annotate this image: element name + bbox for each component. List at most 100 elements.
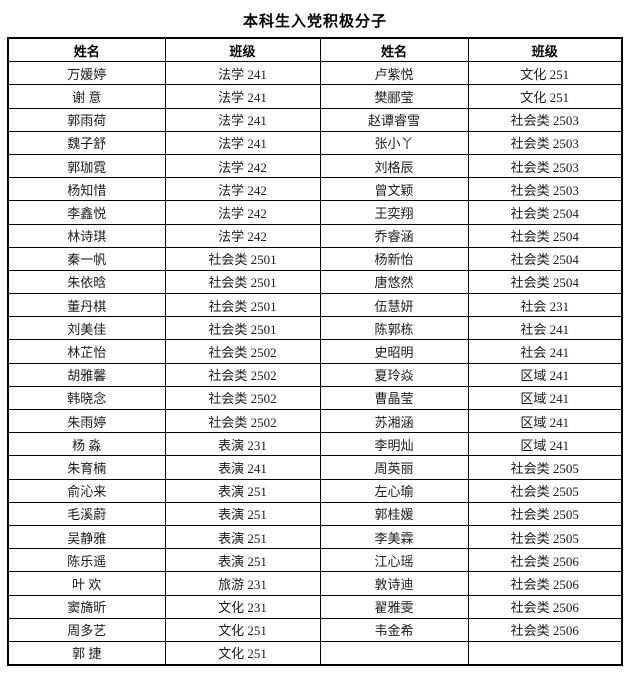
- class-cell: 表演 251: [164, 548, 321, 573]
- name-cell: 俞沁来: [7, 478, 166, 503]
- name-cell: 周英丽: [319, 455, 469, 480]
- class-cell: 社会 241: [467, 316, 623, 341]
- table-row: 郭 捷文化 251: [7, 640, 623, 666]
- name-cell: 敦诗迪: [319, 571, 469, 596]
- class-cell: 社会类 2503: [467, 130, 623, 155]
- class-cell: 区域 241: [467, 408, 623, 434]
- name-cell: 张小丫: [319, 130, 469, 155]
- class-cell: 社会类 2501: [164, 246, 321, 271]
- name-cell: 樊郦莹: [319, 84, 469, 109]
- table-row: 杨知惜 法学 242 曾文颖 社会类 2503: [7, 177, 623, 202]
- table-row: 周多艺 文化 251 韦金希 社会类 2506: [7, 617, 623, 642]
- class-cell: 法学 241: [164, 130, 321, 155]
- name-cell: 魏子舒: [7, 130, 166, 155]
- name-cell: 郭雨荷: [7, 107, 166, 132]
- class-cell: 社会类 2504: [467, 246, 623, 271]
- name-cell: 董丹棋: [7, 293, 166, 318]
- class-cell: 旅游 231: [164, 571, 321, 596]
- class-cell: 社会类 2506: [467, 617, 623, 642]
- name-cell: 杨知惜: [7, 177, 166, 202]
- class-cell: 社会类 2504: [467, 200, 623, 225]
- class-cell: 区域 241: [467, 385, 623, 411]
- table-row: 郭珈霓 法学 242 刘格辰 社会类 2503: [7, 153, 623, 179]
- name-cell: 李明灿: [319, 432, 469, 457]
- class-cell: 社会类 2505: [467, 478, 623, 503]
- class-cell: 表演 241: [164, 455, 321, 480]
- class-cell: 社会类 2504: [467, 269, 623, 295]
- class-cell: 表演 251: [164, 524, 321, 550]
- name-cell: 林芷怡: [7, 339, 166, 364]
- name-cell: 苏湘涵: [319, 408, 469, 434]
- table-row: 郭雨荷 法学 241 赵谭睿雪 社会类 2503: [7, 107, 623, 132]
- table-row: 秦一帆 社会类 2501 杨新怡 社会类 2504: [7, 246, 623, 271]
- table-row: 刘美佳 社会类 2501 陈郭栋 社会 241: [7, 316, 623, 341]
- table-row: 韩晓念 社会类 2502 曹晶莹 区域 241: [7, 385, 623, 411]
- name-cell: 夏玲焱: [319, 362, 469, 387]
- class-cell: 社会 231: [467, 293, 623, 318]
- table-row: 李鑫悦 法学 242 王奕翔 社会类 2504: [7, 200, 623, 225]
- name-cell: 翟雅雯: [319, 594, 469, 619]
- name-cell: [319, 640, 469, 666]
- table-body: 万媛婷 法学 241 卢紫悦 文化 251 谢 意法学 241 樊郦莹 文化 251 郭雨荷法…: [7, 61, 623, 666]
- class-cell: 区域 241: [467, 362, 623, 387]
- name-cell: 王奕翔: [319, 200, 469, 225]
- name-cell: 万媛婷: [7, 61, 166, 86]
- class-cell: 社会类 2503: [467, 153, 623, 179]
- class-cell: 表演 251: [164, 501, 321, 526]
- name-cell: 秦一帆: [7, 246, 166, 271]
- class-cell: 法学 242: [164, 223, 321, 248]
- class-cell: 法学 241: [164, 84, 321, 109]
- table-row: 林诗琪 法学 242 乔睿涵 社会类 2504: [7, 223, 623, 248]
- class-cell: 社会类 2506: [467, 594, 623, 619]
- table-row: 董丹棋 社会类 2501 伍慧妍 社会 231: [7, 293, 623, 318]
- table-row: 林芷怡 社会类 2502 史昭明 社会 241: [7, 339, 623, 364]
- name-cell: 陈郭栋: [319, 316, 469, 341]
- table-row: 杨 淼表演 231 李明灿 区域 241: [7, 432, 623, 457]
- class-cell: 法学 242: [164, 177, 321, 202]
- name-cell: 赵谭睿雪: [319, 107, 469, 132]
- name-cell: 韩晓念: [7, 385, 166, 411]
- table-row: 胡雅馨 社会类 2502 夏玲焱 区域 241: [7, 362, 623, 387]
- header-name-left: 姓名: [7, 37, 166, 63]
- class-cell: 社会类 2503: [467, 177, 623, 202]
- name-cell: 李鑫悦: [7, 200, 166, 225]
- class-cell: 法学 242: [164, 200, 321, 225]
- class-cell: 社会类 2505: [467, 524, 623, 550]
- class-cell: 表演 231: [164, 432, 321, 457]
- class-cell: 社会类 2502: [164, 385, 321, 411]
- name-cell: 曹晶莹: [319, 385, 469, 411]
- name-cell: 史昭明: [319, 339, 469, 364]
- table-row: 朱育楠 表演 241 周英丽 社会类 2505: [7, 455, 623, 480]
- table-row: 叶 欢旅游 231 敦诗迪 社会类 2506: [7, 571, 623, 596]
- class-cell: 法学 241: [164, 61, 321, 86]
- header-name-right: 姓名: [319, 37, 469, 63]
- class-cell: 社会类 2501: [164, 293, 321, 318]
- name-cell: 朱依晗: [7, 269, 166, 295]
- name-cell: 李美霖: [319, 524, 469, 550]
- table-row: 朱雨婷 社会类 2502 苏湘涵 区域 241: [7, 408, 623, 434]
- table-row: 俞沁来 表演 251 左心瑜 社会类 2505: [7, 478, 623, 503]
- page-title: 本科生入党积极分子: [242, 14, 387, 30]
- name-cell: 曾文颖: [319, 177, 469, 202]
- name-cell: 陈乐遥: [7, 548, 166, 573]
- class-cell: 社会类 2501: [164, 316, 321, 341]
- table-row: 朱依晗 社会类 2501 唐悠然 社会类 2504: [7, 269, 623, 295]
- roster-table: 姓名 班级 姓名 班级 万媛婷 法学 241 卢紫悦 文化 251 谢 意法学 241 樊…: [7, 37, 623, 667]
- table-row: 魏子舒 法学 241 张小丫 社会类 2503: [7, 130, 623, 155]
- name-cell: 韦金希: [319, 617, 469, 642]
- class-cell: 文化 251: [164, 640, 321, 666]
- class-cell: 社会类 2502: [164, 408, 321, 434]
- name-cell: 刘格辰: [319, 153, 469, 179]
- class-cell: 法学 241: [164, 107, 321, 132]
- name-cell: 朱育楠: [7, 455, 166, 480]
- name-cell: 江心瑶: [319, 548, 469, 573]
- name-cell: 杨新怡: [319, 246, 469, 271]
- table-row: 吴静雅 表演 251 李美霖 社会类 2505: [7, 524, 623, 550]
- name-cell: 毛溪蔚: [7, 501, 166, 526]
- class-cell: 社会类 2505: [467, 455, 623, 480]
- name-cell: 叶 欢: [7, 571, 166, 596]
- class-cell: 区域 241: [467, 432, 623, 457]
- name-cell: 左心瑜: [319, 478, 469, 503]
- name-cell: 郭桂媛: [319, 501, 469, 526]
